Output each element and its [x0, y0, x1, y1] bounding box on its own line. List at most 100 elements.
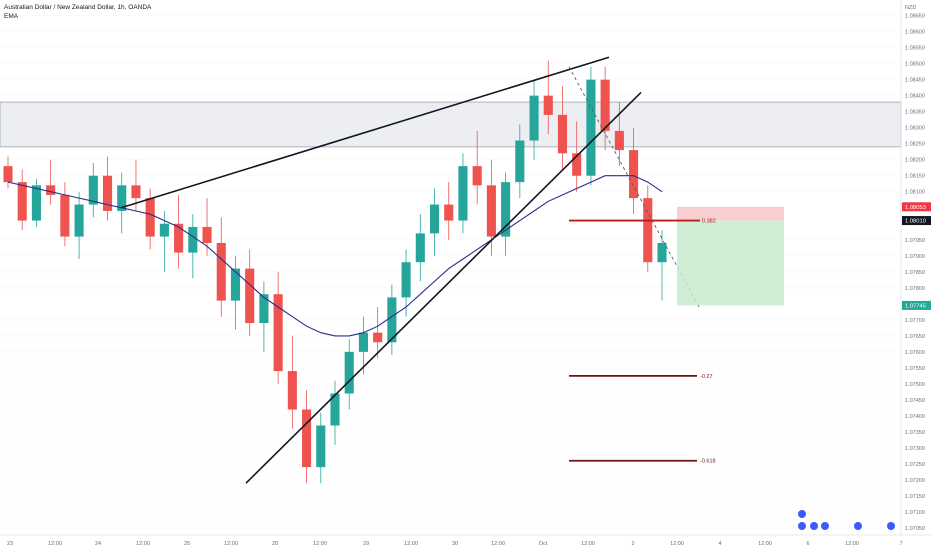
event-flag-icon[interactable] — [810, 522, 818, 530]
price-tick-label: 1.08400 — [905, 94, 925, 100]
lower-trendline[interactable] — [245, 91, 642, 484]
price-tick-label: 1.08250 — [905, 142, 925, 148]
candle-body — [657, 242, 667, 263]
candle-body — [387, 297, 397, 343]
price-tick-label: 1.08200 — [905, 158, 925, 164]
event-flag-icon[interactable] — [854, 522, 862, 530]
event-flag-icon[interactable] — [821, 522, 829, 530]
candle-body — [145, 198, 155, 237]
time-tick-label: 12:00 — [224, 541, 238, 547]
economic-events-markers[interactable] — [798, 510, 895, 530]
indicator-label[interactable]: EMA — [4, 13, 19, 20]
candle — [102, 156, 113, 221]
time-tick-label: 12:00 — [404, 541, 418, 547]
price-tick-label: 1.08500 — [905, 62, 925, 68]
price-tick-label: 1.07900 — [905, 254, 925, 260]
price-tick-label: 1.08150 — [905, 174, 925, 180]
candle — [302, 390, 312, 484]
price-tick-label: 1.07100 — [905, 510, 925, 516]
candle-body — [230, 268, 241, 301]
candle — [188, 214, 198, 279]
time-tick-label: 12:00 — [491, 541, 505, 547]
price-tick-label: 1.07600 — [905, 350, 925, 356]
price-tick-label: 1.07850 — [905, 270, 925, 276]
candle-body — [88, 175, 98, 205]
candle — [415, 214, 425, 282]
time-tick-label: Oct — [539, 541, 548, 547]
price-tick-label: 1.07050 — [905, 526, 925, 532]
stop-price-badge: 1.08053 — [902, 202, 931, 212]
candle-body — [429, 204, 440, 234]
time-tick-label: 4 — [718, 541, 721, 547]
time-tick-label: 12:00 — [845, 541, 859, 547]
candle-body — [17, 182, 27, 221]
symbol-title[interactable]: Australian Dollar / New Zealand Dollar, … — [4, 4, 152, 11]
price-tick-label: 1.08350 — [905, 110, 925, 116]
event-flag-icon[interactable] — [798, 510, 806, 518]
price-tick-label: 1.07700 — [905, 318, 925, 324]
candle-body — [444, 204, 454, 221]
currency-label: NZD — [905, 5, 916, 11]
candle-body — [401, 262, 411, 298]
event-flag-icon[interactable] — [798, 522, 806, 530]
candle-body — [572, 153, 582, 176]
svg-text:1.07745: 1.07745 — [905, 303, 926, 309]
candle-body — [216, 242, 226, 301]
candle-body — [131, 185, 141, 199]
price-tick-label: 1.07200 — [905, 478, 925, 484]
fib-extension-levels[interactable] — [569, 219, 700, 462]
candle-body — [415, 233, 425, 263]
candle — [3, 156, 13, 189]
price-tick-label: 1.08300 — [905, 126, 925, 132]
price-axis[interactable]: NZD 1.086501.086001.085501.085001.084501… — [900, 0, 931, 535]
time-tick-label: 12:00 — [136, 541, 150, 547]
candle — [216, 217, 226, 317]
candle — [387, 284, 397, 356]
candle-body — [515, 140, 525, 183]
time-tick-label: 12:00 — [48, 541, 62, 547]
price-tick-label: 1.08600 — [905, 30, 925, 36]
candle — [174, 194, 184, 269]
price-tick-label: 1.07250 — [905, 462, 925, 468]
price-tick-label: 1.07450 — [905, 398, 925, 404]
price-tick-label: 1.07950 — [905, 238, 925, 244]
short-position-target-zone[interactable] — [677, 220, 784, 306]
fib-label-0382: 0.382 — [702, 219, 716, 225]
candle — [245, 249, 255, 336]
candle-body — [60, 194, 70, 237]
price-tick-label: 1.07550 — [905, 366, 925, 372]
candle-body — [600, 79, 610, 131]
candle — [31, 178, 41, 227]
target-price-badge: 1.07745 — [902, 300, 931, 310]
time-tick-label: 12:00 — [313, 541, 327, 547]
candle — [88, 162, 98, 218]
price-tick-label: 1.08100 — [905, 190, 925, 196]
candle-body — [629, 150, 639, 199]
short-position-stop-zone[interactable] — [677, 206, 784, 221]
fib-label-neg0618: -0.618 — [700, 459, 716, 465]
candle — [287, 335, 297, 429]
event-flag-icon[interactable] — [887, 522, 895, 530]
upper-trendline[interactable] — [120, 56, 610, 209]
time-tick-label: 7 — [899, 541, 902, 547]
price-tick-label: 1.07350 — [905, 430, 925, 436]
resistance-zone[interactable] — [0, 101, 902, 148]
time-axis[interactable]: 23 12:00 24 12:00 25 12:00 28 12:00 29 12:00 30 12:… — [0, 534, 932, 547]
candle-body — [46, 185, 56, 195]
candle — [330, 380, 340, 445]
price-tick-label: 1.07650 — [905, 334, 925, 340]
candle — [557, 86, 568, 170]
candle — [515, 124, 525, 199]
candle-body — [174, 223, 184, 253]
candle-body — [102, 175, 113, 211]
time-tick-label: 30 — [452, 541, 458, 547]
candle — [657, 230, 667, 301]
fib-label-neg027: -0.27 — [700, 374, 713, 380]
candle — [614, 102, 624, 167]
candle-body — [373, 332, 383, 343]
candle — [529, 79, 539, 160]
candle — [74, 191, 84, 259]
time-tick-label: 6 — [806, 541, 809, 547]
